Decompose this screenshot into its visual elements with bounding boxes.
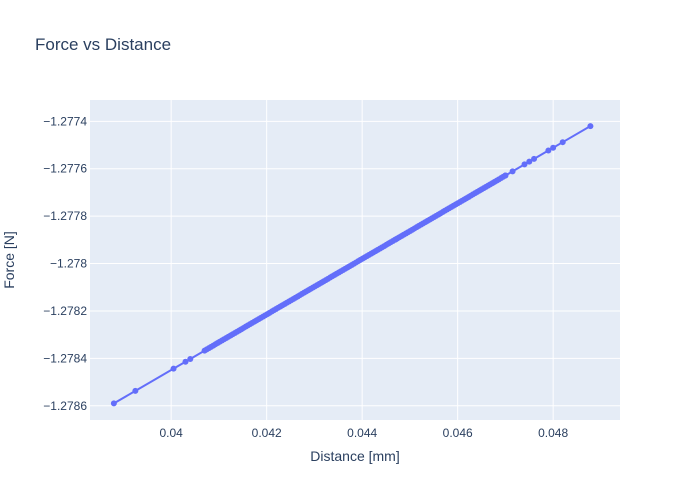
x-tick-label: 0.042: [252, 426, 282, 440]
y-tick-label: −1.278: [50, 257, 87, 271]
x-tick-labels: 0.04 0.042 0.044 0.046 0.048: [159, 426, 568, 440]
y-tick-label: −1.2784: [43, 351, 87, 365]
data-point: [559, 139, 566, 146]
series-markers: [110, 123, 594, 407]
data-point: [110, 400, 117, 407]
y-tick-label: −1.2774: [43, 114, 87, 128]
y-tick-label: −1.2776: [43, 162, 87, 176]
x-axis-title: Distance [mm]: [310, 448, 399, 464]
data-point: [187, 355, 194, 362]
data-point: [521, 161, 528, 168]
data-point: [509, 168, 516, 175]
x-tick-label: 0.044: [347, 426, 377, 440]
data-point: [587, 123, 594, 130]
data-point: [550, 144, 557, 151]
x-tick-label: 0.046: [443, 426, 473, 440]
y-tick-labels: −1.2786 −1.2784 −1.2782 −1.278 −1.2778 −1.277…: [43, 114, 87, 412]
y-tick-label: −1.2778: [43, 209, 87, 223]
data-point: [502, 172, 509, 179]
data-point: [182, 358, 189, 365]
y-axis-title: Force [N]: [1, 231, 17, 289]
data-point: [132, 387, 139, 394]
x-tick-label: 0.048: [538, 426, 568, 440]
data-point: [170, 365, 177, 372]
series-force: [110, 123, 594, 407]
data-point: [531, 155, 538, 162]
data-point: [526, 158, 533, 165]
data-point: [545, 147, 552, 154]
chart-title: Force vs Distance: [35, 35, 171, 54]
y-tick-label: −1.2782: [43, 304, 87, 318]
x-tick-label: 0.04: [159, 426, 183, 440]
y-tick-label: −1.2786: [43, 399, 87, 413]
